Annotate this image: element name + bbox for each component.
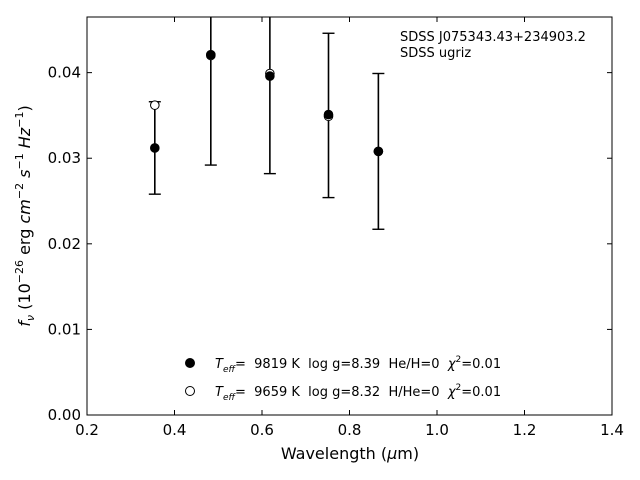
x-tick-label: 0.4 — [163, 421, 187, 439]
y-tick-label: 0.02 — [48, 235, 81, 253]
model-point-filled — [323, 109, 334, 120]
model-point-open — [150, 100, 160, 110]
error-bars — [148, 17, 385, 230]
x-tick-label: 1.0 — [425, 421, 449, 439]
legend-marker-open — [185, 386, 195, 396]
object-name-annotation: SDSS J075343.43+234903.2 — [400, 30, 586, 45]
model-point-filled — [206, 49, 216, 60]
x-tick-label: 0.6 — [250, 421, 274, 439]
model-point-filled — [265, 71, 275, 81]
x-tick-label: 1.2 — [513, 421, 537, 439]
y-tick-label: 0.00 — [48, 406, 81, 424]
y-tick-label: 0.03 — [48, 149, 81, 167]
legend-marker-filled — [185, 358, 195, 368]
legend-entry-1: Teff= 9819 K log g=8.39 He/H=0 χ2=0.01 — [215, 355, 501, 375]
plot-area: 0.2 0.4 0.6 0.8 1.0 1.2 1.4 0.00 0.01 0.02 0.03 0.0… — [48, 16, 624, 439]
x-tick-label: 1.4 — [600, 421, 624, 439]
y-axis-label: fν (10−26 erg cm−2 s−1 Hz−1) — [13, 105, 37, 326]
x-tick-label: 0.8 — [338, 421, 362, 439]
model-point-filled — [150, 143, 160, 153]
y-tick-label: 0.04 — [48, 64, 81, 82]
model-point-filled — [373, 146, 384, 157]
chart-marks — [148, 17, 385, 230]
x-axis-label: Wavelength (μm) — [281, 444, 419, 463]
photometry-annotation: SDSS ugriz — [400, 46, 471, 61]
y-tick-label: 0.01 — [48, 320, 81, 338]
plot-frame — [86, 16, 613, 416]
legend: Teff= 9819 K log g=8.39 He/H=0 χ2=0.01 T… — [185, 355, 501, 403]
x-tick-label: 0.2 — [75, 421, 99, 439]
legend-entry-2: Teff= 9659 K log g=8.32 H/He=0 χ2=0.01 — [215, 383, 501, 403]
